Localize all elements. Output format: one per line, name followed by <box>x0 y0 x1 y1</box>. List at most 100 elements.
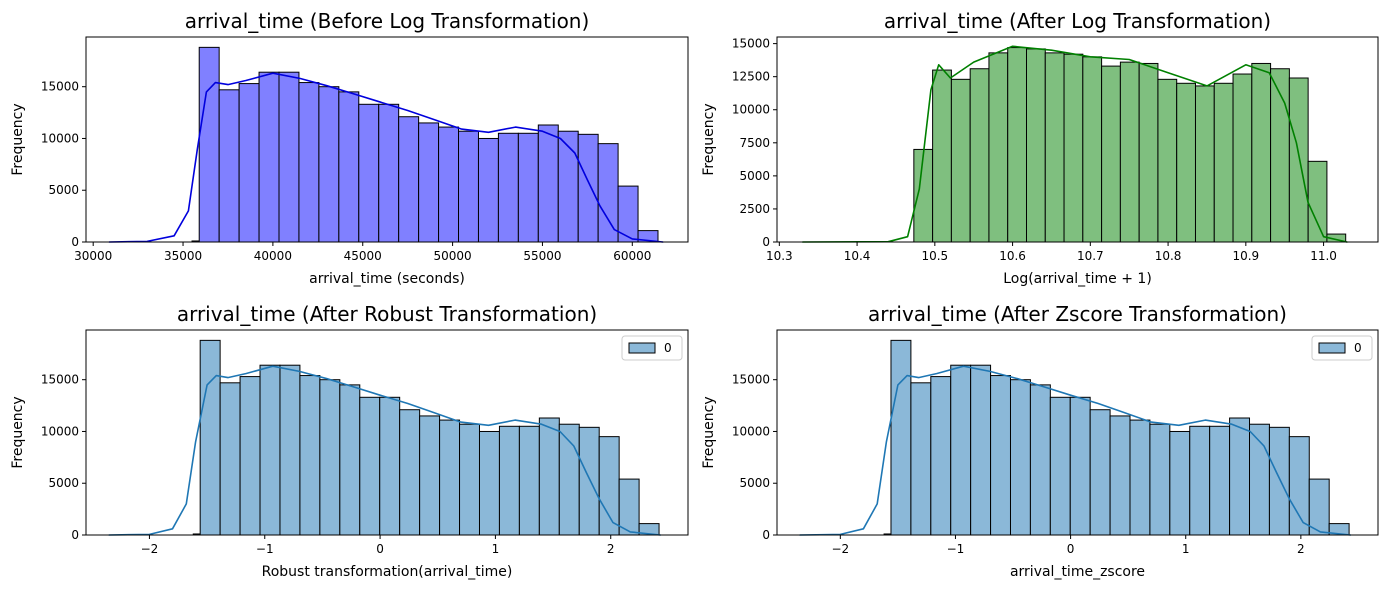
histogram-bar-10 <box>379 396 401 536</box>
axes-frame <box>776 36 1379 243</box>
histogram-bar-15 <box>1169 430 1191 536</box>
histogram-bar-7 <box>319 379 341 536</box>
kde-line <box>801 45 1348 243</box>
x-tick-label-2: 10.4 <box>844 249 871 263</box>
histogram-bar-19 <box>557 130 579 243</box>
histogram-bar-16 <box>1189 425 1211 536</box>
x-tick-label-1: 10.3 <box>766 249 793 263</box>
y-tick-label-2: 5000 <box>739 476 770 490</box>
histogram-bar-6 <box>298 82 320 243</box>
histogram-bar-3 <box>930 376 952 536</box>
histogram-bar-8 <box>338 91 360 243</box>
x-tick-label-4: 1 <box>1182 542 1190 556</box>
histogram-bar-14 <box>1157 78 1178 243</box>
x-tick-label-7: 10.9 <box>1232 249 1259 263</box>
histogram-bar-9 <box>359 396 381 536</box>
y-tick-label-3: 10000 <box>41 424 79 438</box>
x-tick-label-1: −2 <box>141 542 159 556</box>
histogram-bar-6 <box>299 375 321 536</box>
x-tick-label-4: 10.6 <box>999 249 1026 263</box>
y-tick-label-3: 10000 <box>732 424 770 438</box>
histogram-bar-5 <box>278 71 300 243</box>
histogram-bar-14 <box>459 423 480 536</box>
x-axis-label: arrival_time_zscore <box>1010 564 1145 580</box>
histogram-bar-5 <box>988 52 1009 243</box>
x-tick-label-8: 11.0 <box>1310 249 1337 263</box>
legend-label: 0 <box>664 341 672 355</box>
kde-line <box>108 365 662 536</box>
histogram-bar-16 <box>1194 85 1215 243</box>
y-tick-label-5: 10000 <box>732 103 770 117</box>
histogram-bar-13 <box>439 419 461 536</box>
y-tick-label-4: 15000 <box>41 80 79 94</box>
histogram-bar-13 <box>1129 419 1151 536</box>
histogram-bar-19 <box>1251 62 1272 243</box>
histogram-bar-12 <box>419 415 441 536</box>
histogram-bar-21 <box>597 143 619 243</box>
kde-line <box>108 72 664 243</box>
y-tick-label-4: 15000 <box>732 373 770 387</box>
chart-title: arrival_time (After Log Transformation) <box>884 9 1271 33</box>
histogram-bar-18 <box>538 417 560 536</box>
legend: 0 <box>621 335 683 361</box>
x-tick-label-3: 10.5 <box>921 249 948 263</box>
histogram-bar-3 <box>239 376 261 536</box>
histogram-bar-17 <box>1209 425 1231 536</box>
x-tick-label-2: −1 <box>256 542 274 556</box>
histogram-bar-3 <box>238 83 260 243</box>
x-tick-label-3: 0 <box>376 542 384 556</box>
histogram-bar-11 <box>399 409 421 536</box>
histogram-bar-21 <box>1288 436 1310 536</box>
axes-frame <box>85 329 689 536</box>
histogram-bar-7 <box>1025 48 1046 243</box>
histogram-bar-6 <box>990 375 1011 536</box>
x-tick-label-5: 50000 <box>433 249 471 263</box>
x-tick-label-7: 60000 <box>613 249 651 263</box>
histogram-bar-20 <box>577 133 599 243</box>
histogram-bar-9 <box>1049 396 1071 536</box>
histogram-bar-1 <box>199 339 221 536</box>
histogram-bar-1 <box>913 148 934 243</box>
y-tick-label-1: 0 <box>71 235 79 249</box>
histogram-bar-3 <box>950 78 971 243</box>
y-tick-label-4: 7500 <box>739 136 770 150</box>
chart-title: arrival_time (After Robust Transformatio… <box>177 302 597 326</box>
histogram-bar-17 <box>1213 82 1234 243</box>
histogram-bar-5 <box>279 364 301 536</box>
histogram-bar-15 <box>477 137 499 243</box>
histogram-bar-5 <box>970 364 992 536</box>
histogram-bar-16 <box>497 132 519 243</box>
x-tick-label-6: 55000 <box>523 249 561 263</box>
x-tick-label-4: 45000 <box>344 249 382 263</box>
histogram-bar-9 <box>358 103 380 243</box>
histogram-bar-4 <box>258 71 280 243</box>
histogram-bar-12 <box>418 122 440 243</box>
chart-title: arrival_time (After Zscore Transformatio… <box>868 302 1287 326</box>
legend-label: 0 <box>1354 341 1362 355</box>
y-tick-label-2: 5000 <box>48 476 79 490</box>
x-tick-label-5: 10.7 <box>1077 249 1104 263</box>
histogram-bar-10 <box>1082 56 1103 243</box>
histogram-bar-2 <box>218 89 240 243</box>
histogram-bar-11 <box>398 116 420 243</box>
y-tick-label-6: 12500 <box>732 70 770 84</box>
chart-panel-2: 10.3 10.4 10.5 10.6 10.7 10.8 10.9 11.0 0 2500 500… <box>701 9 1379 287</box>
histogram-bar-15 <box>478 430 500 536</box>
histogram-bar-12 <box>1119 61 1140 243</box>
histogram-bar-2 <box>932 69 952 243</box>
chart-title: arrival_time (Before Log Transformation) <box>185 9 590 33</box>
y-axis-label: Frequency <box>701 103 717 175</box>
chart-panel-4: −2 −1 0 1 2 0 5000 10000 15000 arrival_time (Afte… <box>701 302 1379 580</box>
x-axis-label: Robust transformation(arrival_time) <box>262 564 513 580</box>
histogram-bar-4 <box>259 364 281 536</box>
legend-swatch <box>1318 342 1346 354</box>
histogram-bar-2 <box>219 382 241 536</box>
y-axis-label: Frequency <box>10 396 26 468</box>
x-axis-label: arrival_time (seconds) <box>309 271 465 287</box>
histogram-bar-11 <box>1101 65 1121 243</box>
histogram-bar-22 <box>1307 160 1328 243</box>
y-axis-label: Frequency <box>701 396 717 468</box>
kde-line <box>799 365 1352 536</box>
histogram-bar-11 <box>1089 409 1111 536</box>
x-tick-label-4: 1 <box>492 542 500 556</box>
